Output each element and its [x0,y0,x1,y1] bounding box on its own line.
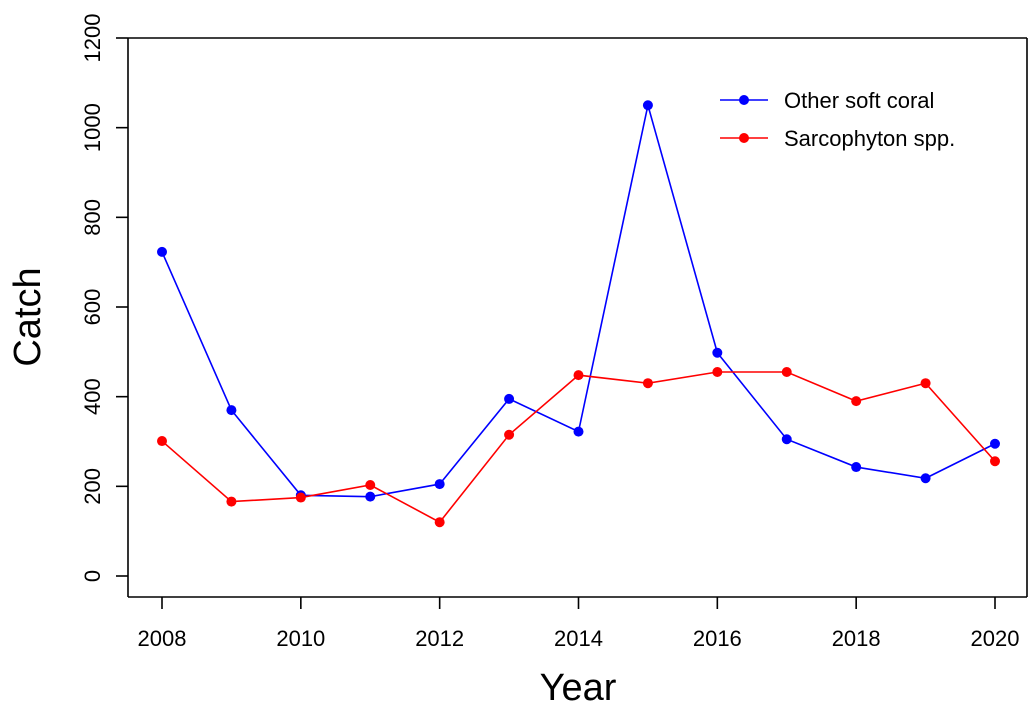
y-tick-label: 1200 [80,14,105,63]
data-point [226,496,237,507]
data-point [851,462,862,473]
data-point [642,378,653,389]
y-axis-title: Catch [7,267,49,366]
data-point [712,347,723,358]
x-tick-label: 2014 [554,626,603,651]
y-tick-label: 800 [80,199,105,236]
data-point [365,479,376,490]
y-tick-label: 1000 [80,103,105,152]
x-tick-label: 2018 [832,626,881,651]
data-point [365,491,376,502]
data-point [712,367,723,378]
data-point [226,405,237,416]
x-axis-title: Year [540,667,617,704]
data-point [504,393,515,404]
legend: Other soft coral Sarcophyton spp. [720,88,955,151]
data-point [504,429,515,440]
data-point [642,100,653,111]
legend-item: Other soft coral [720,88,934,113]
y-tick-label: 0 [80,570,105,582]
y-tick-label: 400 [80,378,105,415]
data-point [781,367,792,378]
data-point [295,492,306,503]
legend-label: Sarcophyton spp. [784,126,955,151]
series-line [161,371,996,524]
x-tick-label: 2020 [971,626,1020,651]
data-point [920,473,931,484]
data-point [573,426,584,437]
x-tick-label: 2008 [138,626,187,651]
data-point [920,378,931,389]
series-1 [157,367,1000,528]
data-point [851,396,862,407]
x-tick-label: 2016 [693,626,742,651]
series-layer [157,100,1000,528]
series-line [161,105,996,498]
data-point [434,479,445,490]
y-tick-label: 600 [80,289,105,326]
legend-label: Other soft coral [784,88,934,113]
legend-item: Sarcophyton spp. [720,126,955,151]
data-point [157,436,167,447]
legend-marker [739,133,749,143]
series-0 [157,100,1000,502]
data-point [573,370,584,381]
x-tick-label: 2012 [415,626,464,651]
y-tick-label: 200 [80,468,105,505]
data-point [990,456,1000,467]
x-tick-label: 2010 [276,626,325,651]
data-point [157,246,167,257]
data-point [434,517,445,528]
axes: 2008 2010 2012 2014 2016 2018 2020 0 200 400 600 80… [80,14,1028,651]
data-point [990,438,1000,449]
legend-marker [739,95,749,105]
data-point [781,434,792,445]
